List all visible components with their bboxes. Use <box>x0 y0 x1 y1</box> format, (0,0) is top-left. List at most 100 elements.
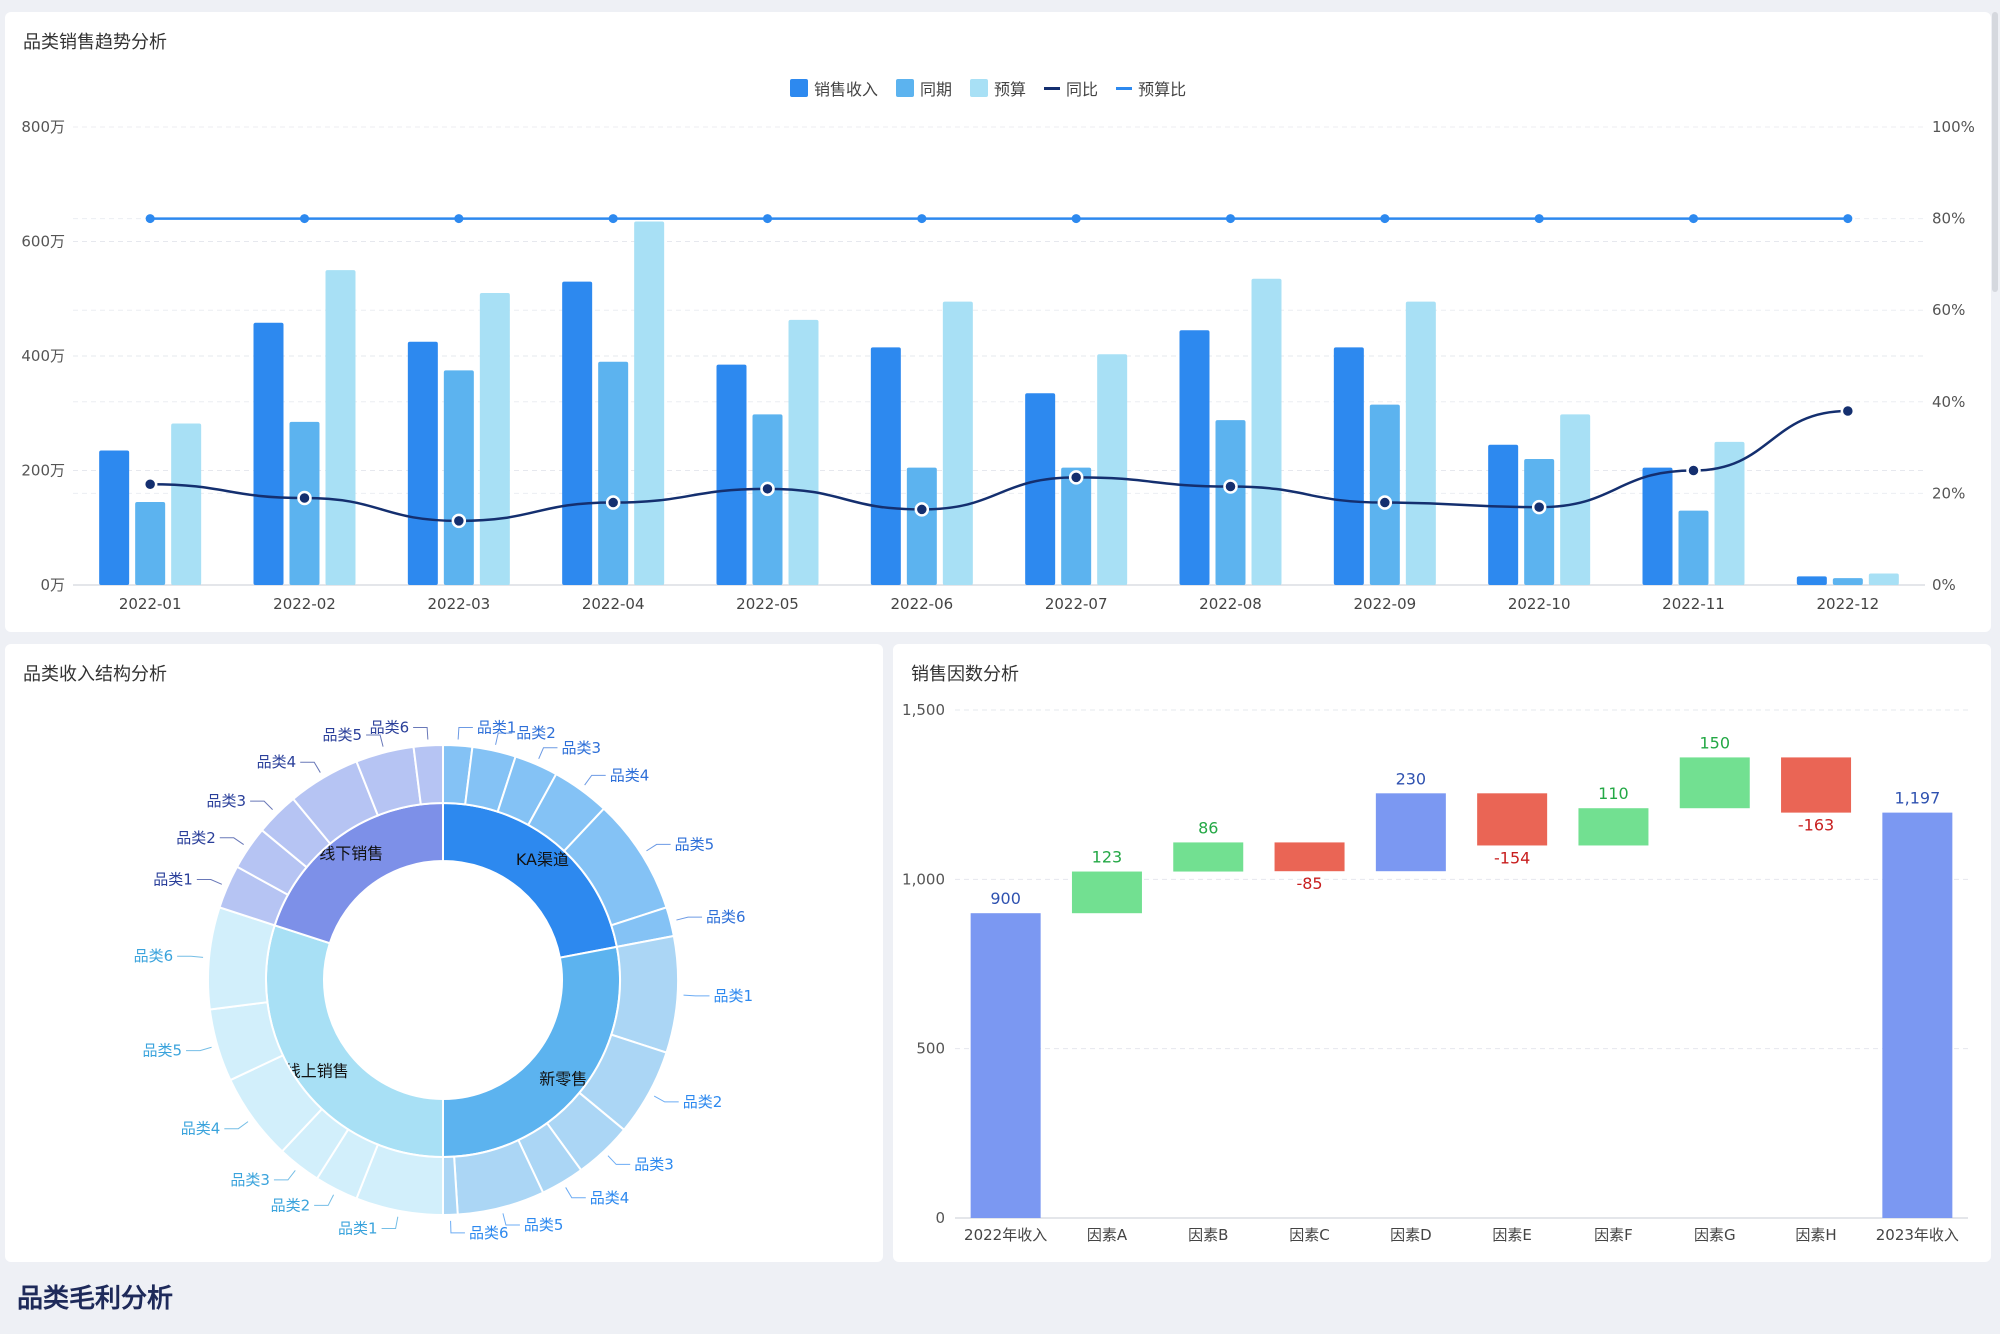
outer-label-新零售-品类5: 品类5 <box>524 1216 564 1234</box>
outer-segment-新零售-品类6 <box>442 1155 459 1217</box>
outer-label-线上销售-品类5: 品类5 <box>142 1042 182 1060</box>
x-tick: 2022-08 <box>1199 595 1262 613</box>
bar-2023年收入 <box>1882 812 1953 1218</box>
point-同比-2022-04 <box>605 495 621 510</box>
y-right-tick: 60% <box>1932 301 1965 319</box>
x-tick: 因素A <box>1087 1226 1128 1244</box>
x-tick: 2022年收入 <box>964 1226 1047 1244</box>
outer-label-新零售-品类2: 品类2 <box>683 1093 723 1111</box>
point-同比-2022-02 <box>297 490 312 506</box>
point-同比-2022-05 <box>760 481 775 497</box>
outer-label-线上销售-品类4: 品类4 <box>181 1120 221 1138</box>
sunburst-panel: 品类收入结构分析 KA渠道 新零售 线上销售 线下销售 品类1 品类2 品类3 品类4 品类5 品… <box>5 644 883 1262</box>
bar-因素E <box>1477 793 1548 846</box>
outer-leader <box>196 879 223 885</box>
outer-label-新零售-品类1: 品类1 <box>714 987 754 1005</box>
bar-预算-2022-10 <box>1560 414 1591 585</box>
point-同比-2022-01 <box>142 476 158 492</box>
legend-item-0[interactable]: 销售收入 <box>790 76 878 100</box>
trend-title: 品类销售趋势分析 <box>23 32 167 53</box>
sunburst-title: 品类收入结构分析 <box>23 664 167 685</box>
inner-label-新零售: 新零售 <box>539 1069 587 1088</box>
legend-swatch <box>970 79 989 97</box>
outer-leader <box>450 1220 465 1234</box>
trend-legend[interactable]: 销售收入 同期 预算 同比 预算比 <box>790 76 1186 100</box>
outer-label-线下销售-品类2: 品类2 <box>176 829 216 847</box>
point-预算比-2022-03 <box>454 214 464 224</box>
point-同比-2022-06 <box>914 502 930 517</box>
y-left-tick: 600万 <box>21 233 65 251</box>
line-同比 <box>150 409 1848 523</box>
y-left-tick: 800万 <box>21 118 65 136</box>
legend-label: 预算比 <box>1138 80 1187 99</box>
outer-leader <box>186 1046 212 1052</box>
bar-预算-2022-02 <box>325 270 356 585</box>
outer-leader <box>177 955 204 958</box>
outer-leader <box>314 1194 335 1206</box>
value-label-2022年收入: 900 <box>990 889 1021 908</box>
point-预算比-2022-11 <box>1689 214 1698 224</box>
value-label-因素B: 86 <box>1198 818 1218 837</box>
outer-label-线上销售-品类6: 品类6 <box>134 947 174 965</box>
point-预算比-2022-09 <box>1380 214 1390 224</box>
waterfall-panel: 销售因数分析 1,500 1,000 500 0 900 2022年收入 123 因素A 86 因… <box>893 644 1991 1262</box>
legend-label: 预算 <box>994 80 1027 99</box>
bar-销售收入-2022-02 <box>253 322 284 585</box>
bar-预算-2022-07 <box>1097 354 1128 585</box>
bar-销售收入-2022-10 <box>1488 444 1519 585</box>
outer-label-新零售-品类3: 品类3 <box>634 1155 674 1173</box>
x-tick: 因素D <box>1390 1226 1432 1244</box>
y-right-tick: 20% <box>1932 484 1965 502</box>
point-同比-2022-08 <box>1223 479 1238 494</box>
legend-swatch <box>896 79 915 97</box>
x-tick: 因素B <box>1188 1226 1228 1244</box>
outer-leader <box>224 1121 249 1130</box>
x-tick: 2022-11 <box>1662 595 1725 613</box>
value-label-因素E: -154 <box>1494 848 1530 867</box>
value-label-因素D: 230 <box>1396 769 1427 788</box>
bar-2022年收入 <box>970 913 1041 1218</box>
legend-item-3[interactable]: 同比 <box>1044 76 1098 100</box>
outer-segment-新零售-品类1 <box>610 934 679 1054</box>
x-tick: 因素F <box>1594 1226 1633 1244</box>
outer-label-KA渠道-品类1: 品类1 <box>477 718 517 736</box>
y-right-tick: 40% <box>1932 393 1965 411</box>
x-tick: 2022-10 <box>1508 595 1571 613</box>
waterfall-title: 销售因数分析 <box>911 664 1019 685</box>
x-tick: 2023年收入 <box>1876 1226 1959 1244</box>
point-同比-2022-03 <box>451 513 467 529</box>
legend-item-1[interactable]: 同期 <box>896 76 952 100</box>
outer-leader <box>413 726 429 740</box>
bar-同期-2022-10 <box>1524 459 1555 585</box>
outer-label-线上销售-品类2: 品类2 <box>271 1196 311 1214</box>
outer-label-KA渠道-品类2: 品类2 <box>516 724 556 742</box>
trend-chart: 800万 600万 400万 200万 0万 100% 80% 60% 40% 20% 0% 2022… <box>21 118 1975 613</box>
outer-label-线下销售-品类5: 品类5 <box>323 726 363 744</box>
outer-label-KA渠道-品类3: 品类3 <box>561 739 601 757</box>
bar-预算-2022-05 <box>788 319 819 585</box>
bar-同期-2022-05 <box>752 414 783 585</box>
waterfall-chart: 1,500 1,000 500 0 900 2022年收入 123 因素A 86 因素B -85 因素… <box>902 701 1968 1244</box>
bar-预算-2022-12 <box>1868 573 1899 585</box>
point-预算比-2022-04 <box>608 214 618 224</box>
bar-同期-2022-04 <box>598 361 629 585</box>
x-tick: 2022-01 <box>119 595 182 613</box>
legend-item-4[interactable]: 预算比 <box>1116 76 1186 100</box>
point-预算比-2022-12 <box>1843 214 1853 224</box>
bar-因素F <box>1578 808 1649 846</box>
outer-leader <box>381 1216 399 1230</box>
bar-销售收入-2022-11 <box>1642 467 1673 585</box>
legend-item-2[interactable]: 预算 <box>970 76 1026 100</box>
outer-leader <box>653 1095 679 1103</box>
y-tick: 0 <box>935 1209 945 1227</box>
x-tick: 因素H <box>1795 1226 1836 1244</box>
point-预算比-2022-07 <box>1071 214 1081 224</box>
value-label-因素C: -85 <box>1296 874 1322 893</box>
page-scrollbar[interactable] <box>1992 12 1998 292</box>
outer-leader <box>250 800 273 810</box>
bar-预算-2022-06 <box>942 301 973 585</box>
outer-leader <box>502 1213 520 1226</box>
legend-swatch <box>1116 86 1133 90</box>
bar-销售收入-2022-09 <box>1333 347 1364 585</box>
